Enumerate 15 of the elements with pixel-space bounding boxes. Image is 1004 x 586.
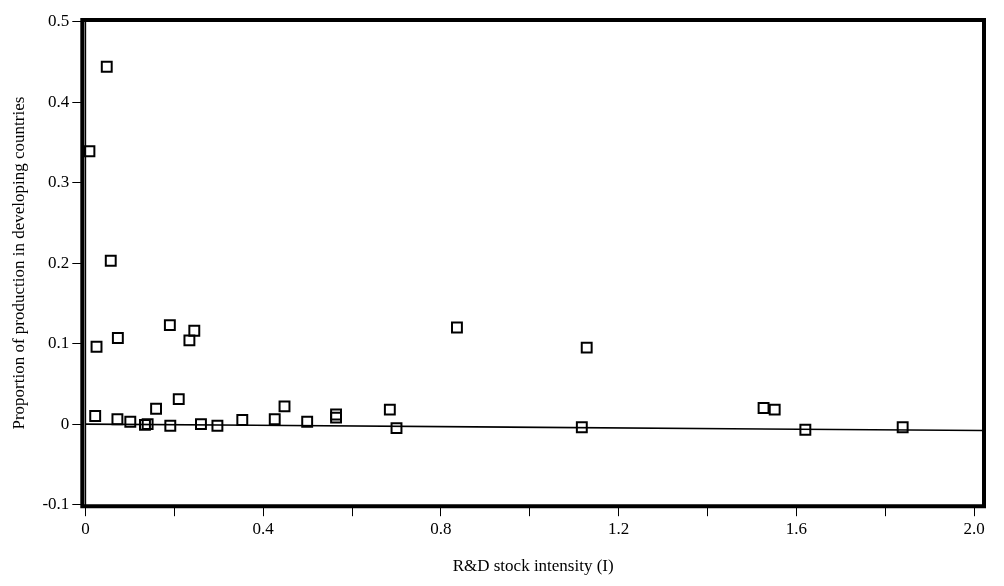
x-axis-title: R&D stock intensity (I)	[452, 556, 614, 576]
y-tick-label: 0.1	[48, 333, 70, 353]
y-tick-label: 0.2	[48, 252, 70, 272]
x-tick-label: 0.8	[430, 518, 452, 538]
y-tick-label: 0.4	[48, 91, 70, 111]
y-tick-label: -0.1	[42, 494, 70, 514]
y-tick-label: 0	[60, 413, 70, 433]
y-tick-label: 0.5	[48, 11, 70, 31]
x-tick-label: 0	[81, 518, 90, 538]
x-tick-label: 2.0	[963, 518, 985, 538]
x-tick-label: 1.2	[608, 518, 630, 538]
y-tick-label: 0.3	[48, 172, 70, 192]
x-tick-label: 1.6	[785, 518, 808, 538]
y-axis-title: Proportion of production in developing countries	[8, 96, 28, 430]
x-tick-label: 0.4	[252, 518, 275, 538]
